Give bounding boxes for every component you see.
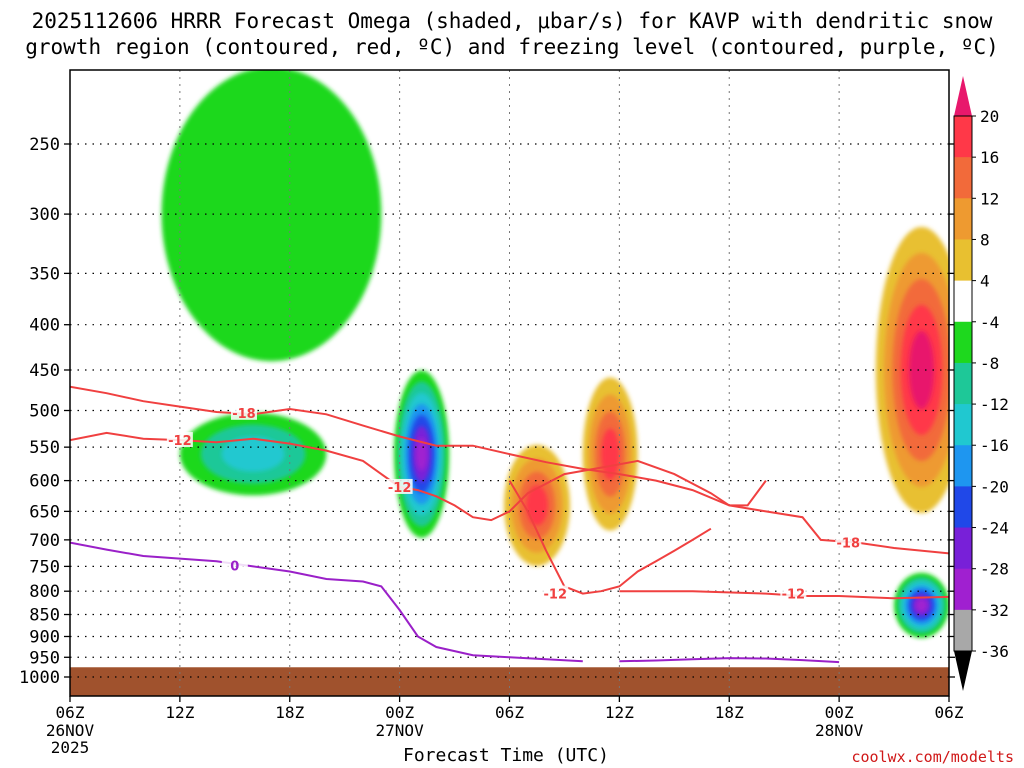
y-tick-label-450: 450 <box>29 361 60 381</box>
contour-0-4 <box>70 541 583 663</box>
x-tick-sublabel-0-0: 26NOV <box>46 721 95 740</box>
y-tick-label-550: 550 <box>29 438 60 458</box>
omega-cell-purple-lower-right-6 <box>916 598 928 612</box>
y-tick-label-350: 350 <box>29 264 60 284</box>
colorbar-border <box>953 115 973 652</box>
contour-label-bg-0-1 <box>835 534 862 550</box>
y-tick-label-900: 900 <box>29 627 60 647</box>
contour-label-bg-3-0 <box>542 585 569 601</box>
colorbar-label-12: -32 <box>980 601 1009 620</box>
colorbar-band-5 <box>954 321 972 364</box>
x-tick-label-6: 12Z <box>165 703 194 722</box>
colorbar-label-7: -12 <box>980 395 1009 414</box>
contour-label-0-0: -18 <box>232 407 256 422</box>
omega-shading <box>161 70 949 638</box>
surface-band <box>70 667 949 696</box>
x-axis-label: Forecast Time (UTC) <box>403 745 609 766</box>
colorbar-band-0 <box>954 116 972 158</box>
colorbar-label-8: -16 <box>980 436 1009 455</box>
contour-label-bg-4-0 <box>221 557 248 573</box>
colorbar-bottom-cap <box>954 651 972 691</box>
colorbar-label-11: -28 <box>980 560 1009 579</box>
x-tick-label-24: 06Z <box>495 703 524 722</box>
colorbar-label-13: -36 <box>980 642 1009 661</box>
contour--18-0 <box>70 385 949 555</box>
x-tick-label-12: 18Z <box>275 703 304 722</box>
x-tick-label-42: 00Z <box>825 703 854 722</box>
x-tick-sublabel-0-1: 2025 <box>51 738 90 757</box>
y-tick-label-1000: 1000 <box>19 668 60 688</box>
colorbar-band-2 <box>954 198 972 240</box>
colorbar-label-2: 12 <box>980 189 999 208</box>
colorbar-band-12 <box>954 609 972 652</box>
y-axis-ticks: 2503003504004505005506006507007508008509… <box>19 135 955 688</box>
colorbar-label-0: 20 <box>980 107 999 126</box>
chart-title-line-1: 2025112606 HRRR Forecast Omega (shaded, … <box>31 9 993 33</box>
colorbar-label-6: -8 <box>980 354 999 373</box>
y-tick-label-500: 500 <box>29 402 60 422</box>
x-tick-label-30: 12Z <box>605 703 634 722</box>
y-tick-label-700: 700 <box>29 531 60 551</box>
contour-0-5 <box>619 657 840 664</box>
y-tick-label-950: 950 <box>29 648 60 668</box>
colorbar-band-8 <box>954 445 972 487</box>
omega-cell-green-upper-left-0 <box>161 70 382 362</box>
colorbar-band-1 <box>954 157 972 199</box>
colorbar-band-6 <box>954 362 972 405</box>
omega-cell-magenta-right-4 <box>909 331 935 409</box>
colorbar-top-cap <box>954 76 972 116</box>
y-tick-label-650: 650 <box>29 502 60 522</box>
colorbar-label-4: 4 <box>980 272 990 291</box>
contour-label-1-1: -12 <box>388 481 412 496</box>
omega-cell-red-core-06z-3 <box>525 485 548 526</box>
contour-label-bg-3-1 <box>780 585 807 601</box>
contour-label-bg-1-0 <box>166 432 193 448</box>
contour-label-bg-0-0 <box>230 404 257 420</box>
colorbar-label-3: 8 <box>980 230 990 249</box>
chart-title: 2025112606 HRRR Forecast Omega (shaded, … <box>0 8 1024 60</box>
x-tick-label-36: 18Z <box>715 703 744 722</box>
omega-cell-cyan-left-2 <box>221 436 285 472</box>
contour--12-1 <box>70 431 767 522</box>
y-tick-label-250: 250 <box>29 135 60 155</box>
y-tick-label-300: 300 <box>29 205 60 225</box>
x-tick-label-0: 06Z <box>56 703 85 722</box>
contour--12-2 <box>508 480 712 595</box>
chart-title-line-2: growth region (contoured, red, ºC) and f… <box>25 35 999 59</box>
colorbar-label-1: 16 <box>980 148 999 167</box>
contour-label-0-1: -18 <box>837 537 861 552</box>
contour-label-4-0: 0 <box>230 559 239 574</box>
colorbar-band-9 <box>954 486 972 529</box>
y-tick-label-800: 800 <box>29 582 60 602</box>
contour-label-bg-1-1 <box>386 478 413 494</box>
contour-label-1-0: -12 <box>168 434 192 449</box>
contour-label-3-0: -12 <box>544 588 568 603</box>
temperature-contours: -18 -18 -12 -12 -12 -12 0 <box>70 385 949 664</box>
x-tick-sublabel-18-0: 27NOV <box>376 721 425 740</box>
y-tick-label-600: 600 <box>29 472 60 492</box>
surface-terrain <box>70 667 949 696</box>
colorbar-label-5: -4 <box>980 313 999 332</box>
colorbar-band-11 <box>954 568 972 611</box>
colorbar-band-3 <box>954 239 972 282</box>
colorbar-band-4 <box>954 280 972 323</box>
x-tick-label-48: 06Z <box>935 703 964 722</box>
y-tick-label-400: 400 <box>29 316 60 336</box>
y-tick-label-850: 850 <box>29 606 60 626</box>
colorbar-band-7 <box>954 404 972 446</box>
colorbar: 20 16 12 8 4 -4 -8 -12 -16 -20 -24 -28 -32 -36 <box>953 76 1009 691</box>
omega-cell-blue-core-00z-6 <box>416 437 428 471</box>
colorbar-band-10 <box>954 527 972 570</box>
colorbar-label-9: -20 <box>980 477 1009 496</box>
colorbar-label-10: -24 <box>980 519 1009 538</box>
y-tick-label-750: 750 <box>29 557 60 577</box>
x-tick-label-18: 00Z <box>385 703 414 722</box>
x-tick-sublabel-42-0: 28NOV <box>815 721 864 740</box>
contour-label-3-1: -12 <box>782 588 806 603</box>
credit-text: coolwx.com/modelts <box>851 748 1014 766</box>
